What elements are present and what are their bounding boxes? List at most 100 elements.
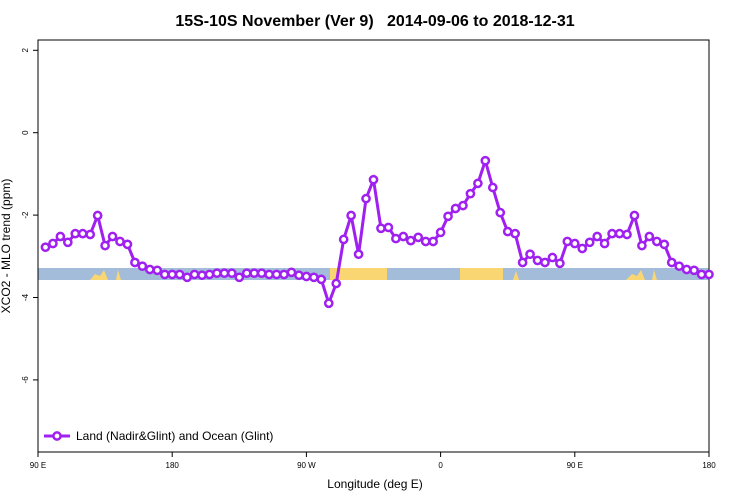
point bbox=[309, 272, 319, 283]
point bbox=[629, 210, 640, 221]
point bbox=[241, 268, 252, 279]
land-band bbox=[460, 268, 503, 280]
y-tick-label: -6 bbox=[21, 376, 30, 384]
point bbox=[115, 236, 125, 247]
point bbox=[502, 226, 513, 237]
point bbox=[622, 229, 632, 240]
point bbox=[353, 249, 364, 260]
point bbox=[450, 203, 461, 214]
point bbox=[92, 210, 103, 221]
point bbox=[681, 264, 692, 275]
point bbox=[659, 239, 670, 250]
point bbox=[614, 228, 625, 239]
point bbox=[428, 236, 438, 247]
point bbox=[495, 207, 506, 218]
point bbox=[40, 242, 51, 253]
point bbox=[100, 240, 110, 251]
point bbox=[301, 271, 312, 282]
point bbox=[487, 182, 498, 193]
land-band bbox=[116, 270, 121, 280]
point bbox=[435, 227, 446, 238]
point bbox=[480, 155, 491, 166]
point bbox=[346, 210, 356, 221]
point bbox=[540, 257, 550, 268]
point bbox=[562, 236, 573, 247]
point bbox=[651, 236, 662, 247]
point bbox=[226, 268, 237, 279]
point bbox=[256, 268, 267, 279]
point bbox=[189, 269, 200, 280]
point bbox=[674, 261, 685, 272]
point bbox=[458, 200, 468, 211]
point bbox=[420, 236, 431, 247]
point bbox=[197, 270, 207, 281]
point bbox=[704, 269, 714, 280]
point bbox=[137, 261, 148, 272]
point bbox=[294, 270, 304, 281]
land-band bbox=[652, 270, 657, 280]
point bbox=[144, 264, 155, 275]
point bbox=[219, 268, 230, 279]
point bbox=[376, 223, 386, 234]
point bbox=[212, 268, 222, 279]
point bbox=[532, 255, 543, 266]
point bbox=[443, 211, 453, 222]
point bbox=[361, 193, 371, 204]
point bbox=[405, 235, 416, 246]
point bbox=[584, 237, 595, 248]
y-tick-label: 0 bbox=[21, 130, 30, 135]
point bbox=[130, 257, 140, 268]
x-axis-label: Longitude (deg E) bbox=[327, 477, 422, 491]
land-band bbox=[513, 271, 519, 280]
point bbox=[85, 229, 96, 240]
land-band bbox=[626, 270, 645, 280]
point bbox=[70, 228, 81, 239]
y-tick-label: -4 bbox=[21, 293, 30, 301]
land-band bbox=[330, 268, 387, 280]
point bbox=[122, 239, 133, 250]
point bbox=[413, 232, 424, 243]
point bbox=[55, 231, 66, 242]
point bbox=[62, 237, 73, 248]
point bbox=[689, 265, 699, 276]
plot-frame bbox=[37, 39, 710, 453]
point bbox=[264, 269, 274, 280]
point bbox=[249, 268, 260, 279]
point bbox=[107, 231, 118, 242]
point bbox=[279, 269, 289, 280]
point bbox=[48, 238, 58, 249]
x-tick-label: 180 bbox=[166, 461, 180, 470]
point bbox=[569, 238, 580, 249]
point bbox=[323, 298, 334, 309]
chart-title: 15S-10S November (Ver 9) 2014-09-06 to 2… bbox=[175, 13, 574, 30]
y-tick-label: -2 bbox=[21, 211, 30, 219]
land-ocean-band bbox=[38, 268, 709, 280]
y-tick-label: 2 bbox=[21, 48, 30, 53]
point bbox=[234, 272, 245, 283]
point bbox=[159, 269, 170, 280]
point bbox=[637, 240, 647, 251]
point bbox=[368, 174, 379, 185]
point bbox=[204, 269, 215, 280]
point bbox=[510, 228, 521, 239]
point bbox=[174, 269, 185, 280]
point bbox=[547, 252, 558, 263]
point bbox=[383, 222, 394, 233]
point bbox=[271, 269, 282, 280]
point bbox=[577, 243, 588, 254]
point bbox=[644, 231, 655, 242]
point bbox=[331, 278, 342, 289]
point bbox=[592, 231, 603, 242]
legend-marker bbox=[52, 431, 62, 441]
point bbox=[525, 249, 535, 260]
point bbox=[398, 231, 409, 242]
point bbox=[607, 228, 617, 239]
point bbox=[338, 234, 349, 245]
y-axis-label: XCO2 - MLO trend (ppm) bbox=[0, 179, 13, 314]
point bbox=[666, 257, 677, 268]
point bbox=[696, 269, 707, 280]
x-tick-label: 0 bbox=[438, 461, 443, 470]
point bbox=[167, 269, 178, 280]
point bbox=[465, 188, 476, 199]
